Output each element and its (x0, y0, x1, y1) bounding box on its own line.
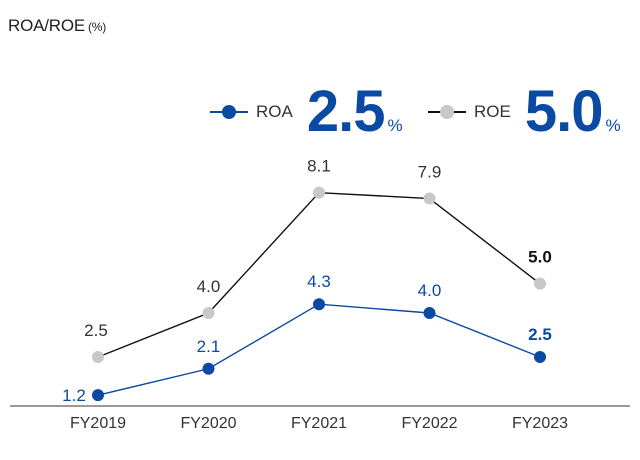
roa-point (202, 362, 215, 375)
roa-value: 2.5 (306, 79, 386, 144)
roe-data-label: 7.9 (418, 163, 442, 182)
roe-legend-marker (428, 105, 466, 119)
x-tick-label: FY2021 (291, 415, 347, 432)
roe-value: 5.0 (524, 79, 604, 144)
roa-legend-dot (222, 105, 236, 119)
roa-data-label: 4.0 (418, 281, 442, 300)
roe-value-unit: % (605, 116, 621, 135)
roa-data-label: 2.1 (197, 337, 221, 356)
roe-point (423, 192, 436, 205)
roa-point (423, 307, 436, 319)
roe-point (534, 277, 546, 290)
roe-legend-dot (440, 105, 454, 119)
legend-roa: ROA 2.5 % (210, 74, 403, 150)
roe-data-label: 8.1 (307, 157, 331, 176)
roa-legend-label: ROA (256, 102, 293, 121)
roe-point (313, 186, 325, 199)
x-tick-label: FY2022 (401, 415, 457, 432)
roe-data-label: 4.0 (197, 277, 221, 296)
roe-point (202, 307, 215, 319)
roa-data-label: 1.2 (62, 386, 86, 405)
roa-data-label: 2.5 (528, 325, 552, 344)
chart-title-text: ROA/ROE (8, 16, 86, 35)
roa-series-line (97, 303, 541, 396)
x-tick-label: FY2023 (512, 415, 568, 432)
roa-value-unit: % (387, 116, 403, 135)
roa-point (534, 351, 546, 364)
roe-legend-label: ROE (474, 102, 511, 121)
roa-legend-marker (210, 105, 248, 119)
roe-data-label: 2.5 (84, 321, 108, 340)
legend-roe: ROE 5.0 % (428, 74, 621, 150)
chart-title: ROA/ROE (%) (8, 16, 106, 36)
roe-data-label: 5.0 (528, 248, 552, 267)
roe-point (92, 351, 104, 364)
roa-data-label: 4.3 (307, 272, 331, 291)
chart-title-unit: (%) (88, 20, 107, 34)
x-tick-label: FY2019 (70, 415, 126, 432)
roa-point (313, 298, 325, 311)
roa-point (92, 389, 104, 402)
x-tick-label: FY2020 (180, 415, 236, 432)
